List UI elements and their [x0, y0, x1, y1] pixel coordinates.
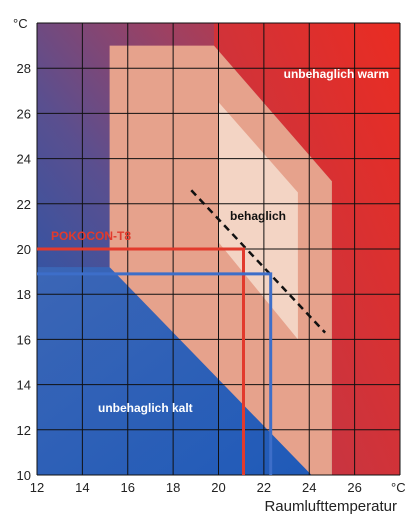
y-axis-ticks: 10 12 14 16 18 20 22 24 26 28 [17, 61, 31, 483]
x-tick-label: 16 [121, 480, 135, 495]
y-tick-label: 22 [17, 197, 31, 212]
comfort-zone-outer [109, 45, 332, 475]
x-tick-label: 20 [211, 480, 225, 495]
y-tick-label: 28 [17, 61, 31, 76]
comfort-zone-inner [218, 102, 298, 340]
x-axis-title: Raumlufttemperatur [264, 498, 397, 515]
x-axis-unit: °C [391, 480, 405, 495]
x-tick-label: 24 [302, 480, 316, 495]
y-tick-label: 20 [17, 242, 31, 257]
x-tick-label: 14 [75, 480, 89, 495]
y-tick-label: 18 [17, 287, 31, 302]
region-label-cold: unbehaglich kalt [98, 401, 193, 415]
y-tick-label: 14 [17, 378, 31, 393]
comfort-boundary-line [190, 189, 327, 334]
x-tick-label: 26 [347, 480, 361, 495]
region-label-comfort: behaglich [230, 209, 286, 223]
x-axis-ticks: 12 14 16 18 20 22 24 26 [30, 480, 362, 495]
y-axis-unit: °C [13, 16, 28, 31]
x-tick-label: 18 [166, 480, 180, 495]
x-tick-label: 22 [257, 480, 271, 495]
y-tick-label: 10 [17, 468, 31, 483]
series-line-red [37, 247, 245, 475]
warm-region [214, 23, 400, 475]
y-tick-label: 26 [17, 106, 31, 121]
series-label-red: POKOCON-T8 [51, 229, 131, 243]
y-tick-label: 24 [17, 152, 31, 167]
series-line-blue [37, 272, 273, 475]
x-tick-label: 12 [30, 480, 44, 495]
y-tick-label: 12 [17, 423, 31, 438]
region-label-warm: unbehaglich warm [284, 67, 389, 81]
y-tick-label: 16 [17, 332, 31, 347]
